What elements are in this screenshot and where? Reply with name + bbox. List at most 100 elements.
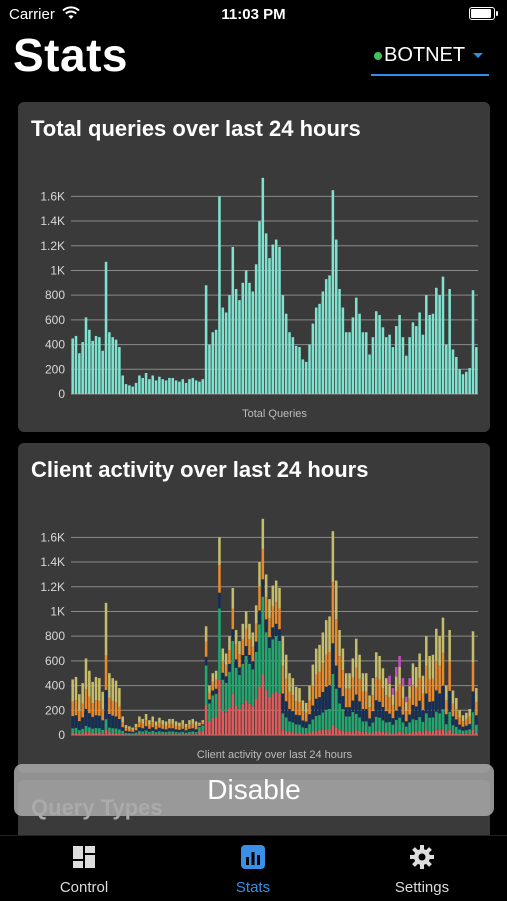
stacked-bar-segment [442, 686, 445, 709]
tab-stats[interactable]: Stats [193, 844, 313, 896]
stacked-bar-segment [315, 649, 318, 675]
stacked-bar-segment [148, 725, 151, 729]
stacked-bar-segment [455, 719, 458, 726]
stacked-bar-segment [81, 704, 84, 717]
bar [362, 332, 365, 394]
stacked-bar-segment [342, 709, 345, 731]
bar [155, 380, 158, 394]
stacked-bar-segment [115, 717, 118, 729]
stacked-bar-segment [368, 707, 371, 718]
stacked-bar-segment [198, 723, 201, 725]
stacked-bar-segment [312, 720, 315, 732]
stacked-bar-segment [338, 630, 341, 656]
stacked-bar-segment [375, 717, 378, 731]
stacked-bar-segment [265, 597, 268, 619]
x-axis-label: Total Queries [242, 408, 307, 420]
tab-control[interactable]: Control [24, 844, 144, 896]
stacked-bar-segment [118, 733, 121, 735]
stacked-bar-segment [131, 733, 134, 734]
stacked-bar-segment [468, 709, 471, 717]
stacked-bar-segment [165, 734, 168, 735]
stacked-bar-segment [228, 707, 231, 735]
bar [252, 291, 255, 394]
stacked-bar-segment [365, 692, 368, 709]
stacked-bar-segment [71, 716, 74, 728]
stacked-bar-segment [185, 734, 188, 735]
bar [455, 357, 458, 394]
bar [288, 332, 291, 394]
stacked-bar-segment [295, 733, 298, 735]
stacked-bar-segment [298, 715, 301, 724]
stacked-bar-segment [318, 697, 321, 715]
stacked-bar-segment [178, 723, 181, 727]
bar [365, 332, 368, 394]
stacked-bar-segment [141, 719, 144, 724]
stacked-bar-segment [255, 642, 258, 652]
stacked-bar-segment [188, 732, 191, 735]
stacked-bar-segment [111, 728, 114, 733]
stacked-bar-segment [418, 701, 421, 717]
stacked-bar-segment [328, 709, 331, 729]
stacked-bar-segment [375, 700, 378, 717]
stacked-bar-segment [145, 730, 148, 734]
stacked-bar-segment [191, 728, 194, 731]
stacked-bar-segment [131, 730, 134, 732]
stacked-bar-segment [475, 702, 478, 715]
stacked-bar-segment [298, 702, 301, 715]
bar [268, 258, 271, 394]
stacked-bar-segment [235, 645, 238, 660]
disable-button[interactable]: Disable [14, 764, 494, 816]
y-tick-label: 800 [45, 629, 65, 643]
stacked-bar-segment [215, 689, 218, 694]
stacked-bar-segment [345, 707, 348, 716]
stacked-bar-segment [388, 714, 391, 722]
stacked-bar-segment [158, 718, 161, 723]
bar [342, 308, 345, 394]
stacked-bar-segment [385, 695, 388, 711]
stacked-bar-segment [362, 692, 365, 709]
stacked-bar-segment [302, 733, 305, 735]
stacked-bar-segment [448, 662, 451, 691]
stacked-bar-segment [318, 645, 321, 672]
stacked-bar-segment [392, 688, 395, 695]
stacked-bar-segment [228, 650, 231, 664]
stacked-bar-segment [91, 703, 94, 717]
bar [148, 379, 151, 394]
server-selector[interactable]: BOTNET [371, 42, 489, 76]
stacked-bar-segment [342, 731, 345, 735]
bar [352, 317, 355, 394]
bar [302, 359, 305, 394]
bar [108, 332, 111, 394]
bar [191, 378, 194, 394]
stacked-bar-segment [85, 726, 88, 732]
stacked-bar-segment [288, 721, 291, 732]
stacked-bar-segment [392, 725, 395, 733]
stacked-bar-segment [425, 666, 428, 694]
stacked-bar-segment [272, 693, 275, 735]
stacked-bar-segment [138, 734, 141, 735]
y-tick-label: 400 [45, 338, 65, 352]
stacked-bar-segment [442, 618, 445, 653]
stacked-bar-segment [285, 731, 288, 735]
stacked-bar-segment [468, 729, 471, 733]
stacked-bar-segment [428, 656, 431, 680]
bar [71, 338, 74, 394]
stacked-bar-segment [171, 719, 174, 724]
stacked-bar-segment [212, 695, 215, 717]
stacked-bar-segment [101, 709, 104, 720]
bar [242, 283, 245, 394]
tab-settings[interactable]: Settings [362, 844, 482, 896]
stacked-bar-segment [111, 716, 114, 729]
stacked-bar-segment [352, 731, 355, 735]
stacked-bar-segment [412, 685, 415, 705]
stacked-bar-segment [325, 620, 328, 654]
stacked-bar-segment [245, 611, 248, 628]
stacked-bar-segment [388, 684, 391, 697]
bar [345, 332, 348, 394]
stacked-bar-segment [78, 733, 81, 735]
stacked-bar-segment [372, 678, 375, 695]
stacked-bar-segment [171, 731, 174, 734]
stacked-bar-segment [71, 733, 74, 735]
stacked-bar-segment [355, 714, 358, 730]
